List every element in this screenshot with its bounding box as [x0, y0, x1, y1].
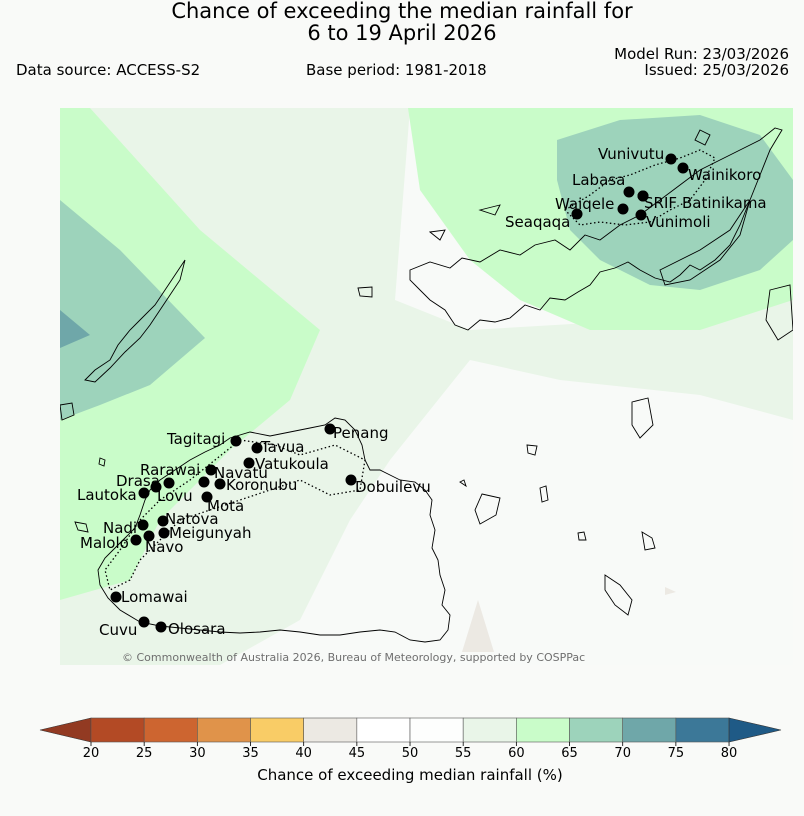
colorbar-tick-label: 75 — [668, 746, 685, 761]
station-marker-vatukoula — [243, 457, 255, 469]
colorbar-tick-label: 50 — [402, 746, 419, 761]
colorbar-segment — [356, 717, 411, 743]
station-marker-lautoka — [138, 487, 150, 499]
colorbar-tick-label: 35 — [242, 746, 259, 761]
station-marker-dobuilevu — [345, 474, 357, 486]
station-label-olosara: Olosara — [168, 620, 226, 638]
colorbar-segment — [303, 717, 358, 743]
colorbar-tick-label: 25 — [136, 746, 153, 761]
colorbar-segment — [462, 717, 517, 743]
colorbar-segment — [675, 717, 730, 743]
map-title-line2: 6 to 19 April 2026 — [307, 21, 497, 45]
station-label-lautoka: Lautoka — [77, 486, 137, 504]
colorbar-tick-label: 40 — [295, 746, 312, 761]
station-label-navo: Navo — [145, 538, 183, 556]
colorbar-tick-label: 20 — [83, 746, 100, 761]
station-label-vatukoula: Vatukoula — [255, 455, 329, 473]
colorbar-segment — [197, 717, 251, 743]
map-title-line1: Chance of exceeding the median rainfall … — [171, 0, 633, 23]
station-label-batinikama: Batinikama — [682, 194, 767, 212]
colorbar-over-arrow — [728, 717, 782, 743]
station-label-vunivutu: Vunivutu — [598, 145, 664, 163]
station-marker-waiqele — [617, 203, 629, 215]
station-label-koronubu: Koronubu — [226, 476, 297, 494]
station-label-cuvu: Cuvu — [99, 621, 137, 639]
station-marker-rarawai — [205, 464, 217, 476]
station-marker-vunimoli — [635, 209, 647, 221]
station-marker-natova — [157, 515, 169, 527]
rainfall-probability-map: Vunivutu Wainikoro Labasa SRIF Batinikama Wai… — [60, 108, 793, 665]
colorbar-ticks: 20 25 30 35 40 45 50 55 60 65 70 75 80 — [83, 742, 738, 761]
station-label-penang: Penang — [333, 424, 388, 442]
station-label-meigunyah: Meigunyah — [169, 524, 251, 542]
colorbar-tick-label: 80 — [721, 746, 738, 761]
colorbar-legend: 20 25 30 35 40 45 50 55 60 65 70 75 80 — [39, 717, 782, 761]
station-marker-batinikama — [637, 190, 649, 202]
colorbar-segment — [622, 717, 677, 743]
station-marker-cuvu — [138, 616, 150, 628]
station-marker-vunivutu — [665, 153, 677, 165]
colorbar-tick-label: 60 — [508, 746, 525, 761]
colorbar-tick-label: 45 — [349, 746, 366, 761]
station-marker-tagitagi — [230, 435, 242, 447]
copyright-notice: © Commonwealth of Australia 2026, Bureau… — [122, 651, 585, 664]
station-label-natova: Natova — [165, 510, 219, 528]
data-source-label: Data source: ACCESS-S2 — [16, 61, 201, 79]
base-period-label: Base period: 1981-2018 — [306, 61, 487, 79]
issued-label: Issued: 25/03/2026 — [644, 61, 789, 79]
station-label-navatu: Navatu — [214, 464, 268, 482]
station-label-rarawai: Rarawai — [140, 461, 200, 479]
station-marker-lomawai — [110, 591, 122, 603]
station-label-srif: SRIF — [644, 194, 677, 212]
station-marker-koronubu — [214, 478, 226, 490]
colorbar-segment — [516, 717, 570, 743]
station-marker-wainikoro — [677, 162, 689, 174]
colorbar-segment — [250, 717, 304, 743]
station-marker-drasa — [150, 481, 162, 493]
station-label-vunimoli: Vunimoli — [646, 213, 711, 231]
station-marker-lovu — [163, 477, 175, 489]
station-label-waiqele: Waiqele — [555, 195, 614, 213]
colorbar-tick-label: 55 — [455, 746, 472, 761]
station-label-tavua: Tavua — [260, 438, 304, 456]
colorbar-label: Chance of exceeding median rainfall (%) — [257, 766, 563, 784]
station-label-malolo: Malolo — [80, 534, 129, 552]
station-marker-mota — [201, 491, 213, 503]
colorbar-tick-label: 30 — [189, 746, 206, 761]
station-label-lomawai: Lomawai — [121, 588, 188, 606]
station-marker-tavua — [251, 442, 263, 454]
coastlines — [60, 127, 793, 643]
station-label-mota: Mota — [207, 497, 244, 515]
colorbar-segment — [90, 717, 145, 743]
colorbar-tick-label: 65 — [561, 746, 578, 761]
district-boundaries — [104, 149, 716, 591]
station-marker-labasa — [623, 186, 635, 198]
station-marker-malolo — [130, 534, 142, 546]
station-marker-olosara — [155, 621, 167, 633]
station-marker-meigunyah — [158, 527, 170, 539]
colorbar-segment — [569, 717, 624, 743]
station-marker-navo — [143, 530, 155, 542]
station-label-nadi: Nadi — [103, 519, 137, 537]
colorbar-segment — [409, 717, 464, 743]
colorbar-segment — [143, 717, 198, 743]
model-run-label: Model Run: 23/03/2026 — [614, 45, 789, 63]
station-label-labasa: Labasa — [572, 171, 625, 189]
station-marker-navatu — [198, 476, 210, 488]
station-label-lovu: Lovu — [157, 487, 193, 505]
station-label-drasa: Drasa — [116, 472, 160, 490]
colorbar — [39, 717, 782, 743]
colorbar-tick-label: 70 — [614, 746, 631, 761]
station-label-wainikoro: Wainikoro — [688, 166, 761, 184]
probability-shading — [60, 108, 793, 665]
station-label-tagitagi: Tagitagi — [166, 430, 225, 448]
colorbar-under-arrow — [39, 717, 92, 743]
station-marker-penang — [324, 423, 336, 435]
station-markers: Vunivutu Wainikoro Labasa SRIF Batinikama Wai… — [77, 145, 767, 639]
station-marker-nadi — [137, 519, 149, 531]
station-marker-seaqaqa — [571, 208, 583, 220]
station-label-seaqaqa: Seaqaqa — [505, 213, 570, 231]
station-label-dobuilevu: Dobuilevu — [355, 478, 431, 496]
